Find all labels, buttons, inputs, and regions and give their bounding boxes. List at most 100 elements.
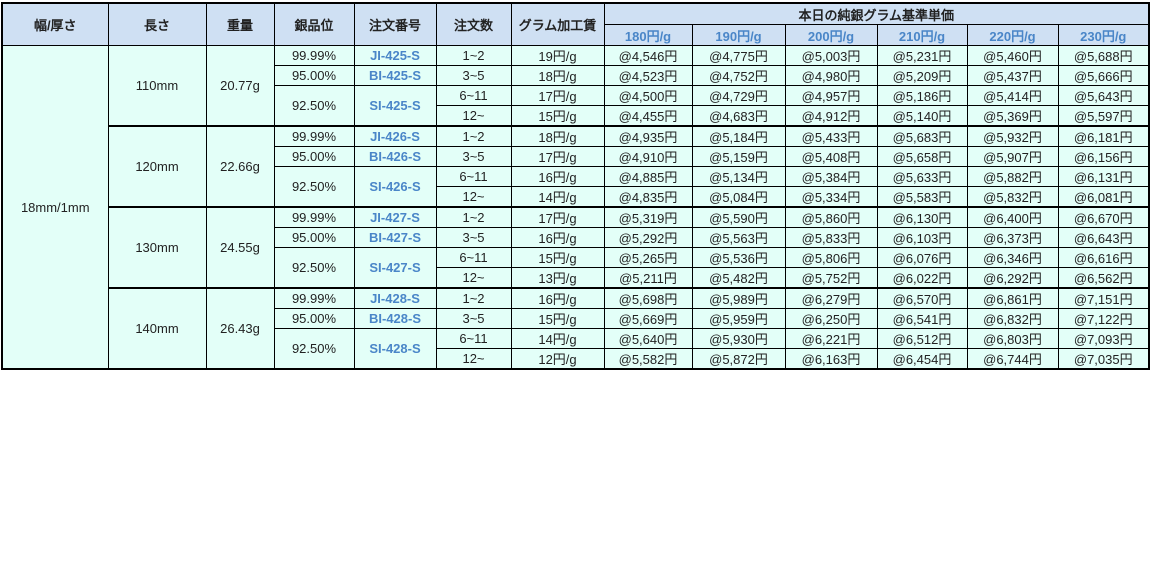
unit-price-cell: @5,384円	[784, 166, 878, 187]
purity-cell: 95.00%	[273, 65, 355, 86]
unit-price-cell: @4,885円	[603, 166, 693, 187]
table-row: 92.50% SI-425-S	[2, 85, 1149, 127]
unit-price-cell: @5,184円	[691, 125, 786, 147]
unit-price-cell: @5,666円	[1057, 65, 1150, 86]
unit-price-cell: @5,658円	[876, 146, 968, 167]
processing-fee-cell: 18円/g	[510, 125, 605, 147]
unit-price-cell: @4,523円	[603, 65, 693, 86]
purity-cell: 92.50%	[273, 85, 355, 127]
order-number-link[interactable]: SI-425-S	[353, 85, 437, 127]
header-processing-fee: グラム加工賃	[510, 2, 605, 46]
unit-price-cell: @5,437円	[966, 65, 1059, 86]
unit-price-cell: @4,729円	[691, 85, 786, 106]
processing-fee-cell: 17円/g	[510, 85, 605, 106]
order-number-link[interactable]: BI-426-S	[353, 146, 437, 167]
order-number-link[interactable]: JI-426-S	[353, 125, 437, 147]
unit-price-cell: @5,860円	[784, 206, 878, 228]
purity-cell: 95.00%	[273, 308, 355, 329]
purity-cell: 99.99%	[273, 125, 355, 147]
unit-price-cell: @7,151円	[1057, 287, 1150, 309]
unit-price-cell: @6,512円	[876, 328, 968, 349]
unit-price-cell: @6,562円	[1057, 267, 1150, 289]
width-thickness-cell: 18mm/1mm	[1, 45, 109, 370]
processing-fee-cell: 17円/g	[510, 206, 605, 228]
processing-fee-cell: 15円/g	[510, 105, 605, 127]
order-number-link[interactable]: BI-427-S	[353, 227, 437, 248]
table-row: 95.00% BI-427-S	[2, 227, 1149, 248]
purity-cell: 95.00%	[273, 227, 355, 248]
unit-price-cell: @6,832円	[966, 308, 1059, 329]
processing-fee-cell: 14円/g	[510, 186, 605, 208]
order-number-link[interactable]: SI-428-S	[353, 328, 437, 370]
processing-fee-cell: 14円/g	[510, 328, 605, 349]
unit-price-cell: @5,640円	[603, 328, 693, 349]
header-base-price: 230円/g	[1057, 24, 1150, 46]
table-row: 92.50% SI-427-S	[2, 247, 1149, 289]
order-number-link[interactable]: BI-425-S	[353, 65, 437, 86]
unit-price-cell: @5,907円	[966, 146, 1059, 167]
processing-fee-cell: 16円/g	[510, 166, 605, 187]
purity-cell: 95.00%	[273, 146, 355, 167]
unit-price-cell: @5,583円	[876, 186, 968, 208]
processing-fee-cell: 19円/g	[510, 45, 605, 66]
unit-price-cell: @6,022円	[876, 267, 968, 289]
quantity-cell: 1~2	[435, 287, 512, 309]
length-cell: 140mm	[107, 287, 207, 370]
header-base-price: 210円/g	[876, 24, 968, 46]
quantity-cell: 12~	[435, 348, 512, 370]
unit-price-cell: @5,582円	[603, 348, 693, 370]
processing-fee-cell: 18円/g	[510, 65, 605, 86]
order-number-link[interactable]: JI-427-S	[353, 206, 437, 228]
order-number-link[interactable]: JI-425-S	[353, 45, 437, 66]
unit-price-cell: @5,265円	[603, 247, 693, 268]
unit-price-cell: @5,408円	[784, 146, 878, 167]
processing-fee-cell: 12円/g	[510, 348, 605, 370]
quantity-cell: 3~5	[435, 308, 512, 329]
unit-price-cell: @4,683円	[691, 105, 786, 127]
purity-cell: 92.50%	[273, 247, 355, 289]
unit-price-cell: @5,932円	[966, 125, 1059, 147]
order-number-link[interactable]: JI-428-S	[353, 287, 437, 309]
unit-price-cell: @6,250円	[784, 308, 878, 329]
header-purity: 銀品位	[273, 2, 355, 46]
unit-price-cell: @5,134円	[691, 166, 786, 187]
table-row: 92.50% SI-428-S	[2, 328, 1149, 370]
price-table: 幅/厚さ 長さ 重量 銀品位 注文番号 注文数 グラム加工賃 本日の純銀グラム基…	[1, 2, 1150, 370]
unit-price-cell: @5,159円	[691, 146, 786, 167]
processing-fee-cell: 17円/g	[510, 146, 605, 167]
order-number-link[interactable]: BI-428-S	[353, 308, 437, 329]
unit-price-cell: @5,414円	[966, 85, 1059, 106]
order-number-link[interactable]: SI-427-S	[353, 247, 437, 289]
order-number-link[interactable]: SI-426-S	[353, 166, 437, 208]
quantity-cell: 3~5	[435, 65, 512, 86]
quantity-cell: 1~2	[435, 206, 512, 228]
quantity-cell: 12~	[435, 186, 512, 208]
unit-price-cell: @5,209円	[876, 65, 968, 86]
unit-price-cell: @5,319円	[603, 206, 693, 228]
header-weight: 重量	[205, 2, 275, 46]
unit-price-cell: @4,500円	[603, 85, 693, 106]
header-order-number: 注文番号	[353, 2, 437, 46]
unit-price-cell: @4,957円	[784, 85, 878, 106]
unit-price-cell: @6,373円	[966, 227, 1059, 248]
unit-price-cell: @5,460円	[966, 45, 1059, 66]
unit-price-cell: @4,455円	[603, 105, 693, 127]
unit-price-cell: @5,597円	[1057, 105, 1150, 127]
processing-fee-cell: 13円/g	[510, 267, 605, 289]
unit-price-cell: @6,081円	[1057, 186, 1150, 208]
unit-price-cell: @6,181円	[1057, 125, 1150, 147]
table-row: 92.50% SI-426-S	[2, 166, 1149, 208]
unit-price-cell: @5,590円	[691, 206, 786, 228]
unit-price-cell: @6,292円	[966, 267, 1059, 289]
processing-fee-cell: 15円/g	[510, 308, 605, 329]
unit-price-cell: @4,835円	[603, 186, 693, 208]
unit-price-cell: @5,140円	[876, 105, 968, 127]
unit-price-cell: @5,989円	[691, 287, 786, 309]
table-row: 95.00% BI-425-S	[2, 65, 1149, 86]
unit-price-cell: @6,670円	[1057, 206, 1150, 228]
header-base-price: 180円/g	[603, 24, 693, 46]
header-width-thickness: 幅/厚さ	[1, 2, 109, 46]
unit-price-cell: @5,231円	[876, 45, 968, 66]
unit-price-cell: @6,221円	[784, 328, 878, 349]
quantity-cell: 3~5	[435, 146, 512, 167]
